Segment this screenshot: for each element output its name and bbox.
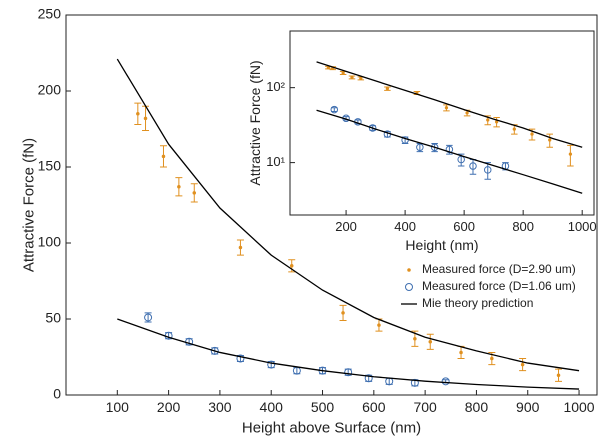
y-tick-label: 250	[38, 6, 62, 22]
marker	[192, 191, 197, 195]
x-tick-label: 900	[516, 399, 540, 415]
marker	[267, 360, 276, 369]
marker	[177, 185, 181, 189]
y-tick-label: 100	[38, 234, 62, 250]
marker	[289, 264, 294, 268]
marker	[144, 313, 153, 322]
y-axis-label: Attractive Force (fN)	[247, 60, 263, 185]
marker	[405, 283, 413, 291]
marker	[413, 337, 417, 341]
x-tick-label: 700	[413, 399, 437, 415]
fit-line	[116, 58, 580, 372]
marker	[143, 116, 148, 121]
legend-label: Mie theory prediction	[422, 296, 533, 310]
marker	[341, 311, 345, 315]
legend-label: Measured force (D=2.90 um)	[422, 262, 576, 276]
x-tick-label: 100	[106, 399, 130, 415]
x-tick-label: 600	[453, 219, 475, 234]
marker	[161, 154, 166, 159]
marker	[377, 323, 381, 327]
marker	[416, 143, 424, 152]
marker	[359, 76, 363, 80]
marker	[410, 378, 419, 387]
marker	[469, 162, 477, 170]
y-tick-label: 50	[45, 310, 61, 326]
marker	[210, 346, 219, 355]
marker	[512, 127, 516, 131]
fit-line	[316, 61, 583, 148]
y-tick-label: 10²	[266, 79, 285, 94]
marker	[459, 350, 463, 355]
legend-label: Measured force (D=1.06 um)	[422, 279, 576, 293]
marker	[530, 132, 534, 136]
fit-line	[316, 109, 583, 194]
y-axis-label: Attractive Force (fN)	[21, 138, 38, 272]
marker	[490, 356, 494, 361]
x-tick-label: 1000	[563, 399, 594, 415]
marker	[136, 112, 140, 116]
marker	[350, 75, 354, 80]
marker	[428, 340, 433, 344]
marker	[494, 120, 499, 124]
marker	[238, 245, 243, 250]
y-tick-label: 150	[38, 158, 62, 174]
y-tick-label: 0	[53, 386, 61, 402]
x-tick-label: 800	[465, 399, 489, 415]
marker	[520, 362, 525, 367]
marker	[465, 111, 469, 115]
x-axis-label: Height above Surface (nm)	[242, 420, 421, 437]
x-tick-label: 400	[260, 399, 284, 415]
marker	[430, 143, 439, 152]
x-tick-label: 600	[362, 399, 386, 415]
x-tick-label: 1000	[568, 219, 597, 234]
marker	[368, 124, 377, 132]
x-tick-label: 300	[208, 399, 232, 415]
marker	[236, 354, 245, 363]
y-tick-label: 200	[38, 82, 62, 98]
marker	[483, 166, 492, 174]
marker	[385, 87, 390, 91]
x-axis-label: Height (nm)	[405, 237, 478, 253]
marker	[341, 71, 345, 75]
fit-line	[117, 318, 580, 390]
marker	[444, 106, 449, 110]
marker	[548, 138, 552, 142]
x-tick-label: 400	[394, 219, 416, 234]
marker	[364, 374, 373, 383]
plot-area	[289, 30, 595, 216]
marker	[556, 373, 561, 377]
x-tick-label: 200	[335, 219, 357, 234]
marker	[330, 105, 339, 114]
marker	[486, 118, 490, 122]
marker	[407, 268, 411, 272]
x-tick-label: 200	[157, 399, 181, 415]
x-tick-label: 500	[311, 399, 335, 415]
marker	[326, 66, 330, 70]
marker	[441, 377, 450, 386]
marker	[344, 368, 353, 377]
y-tick-label: 10¹	[266, 154, 285, 169]
marker	[568, 152, 573, 156]
x-tick-label: 800	[512, 219, 534, 234]
